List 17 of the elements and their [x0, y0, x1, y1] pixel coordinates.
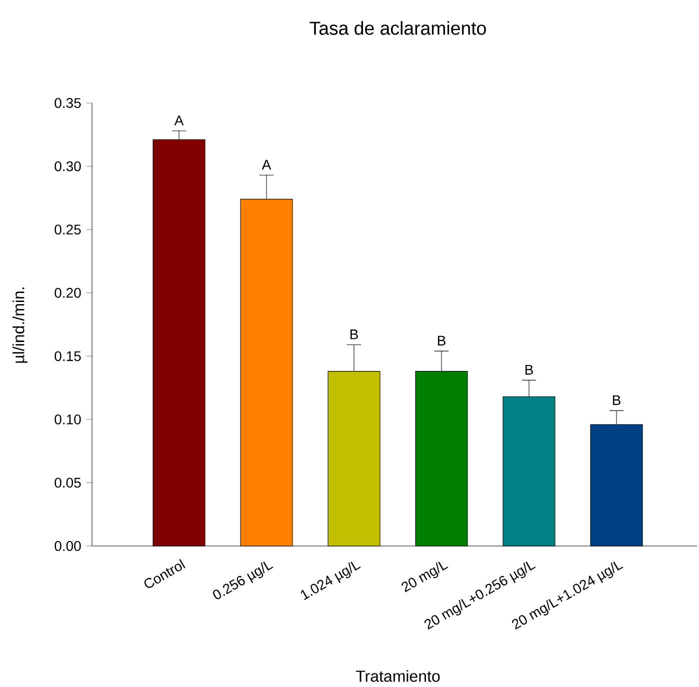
y-tick-label: 0.10 — [54, 414, 81, 425]
y-tick-label: 0.15 — [54, 351, 81, 362]
annotation: B — [612, 396, 620, 406]
y-tick-label: 0.00 — [54, 541, 81, 552]
annotation: B — [350, 330, 358, 340]
y-tick-label: 0.25 — [54, 224, 81, 235]
annotation: B — [525, 365, 533, 375]
chart-title: Tasa de aclaramiento — [310, 21, 486, 36]
y-tick-label: 0.35 — [54, 98, 81, 108]
x-axis-title: Tratamiento — [356, 670, 440, 682]
annotation: B — [438, 336, 446, 346]
annotation: A — [262, 160, 272, 170]
annotation: A — [174, 116, 184, 126]
y-tick-label: 0.05 — [54, 478, 81, 488]
y-tick-label: 0.30 — [54, 162, 81, 172]
y-tick-label: 0.20 — [54, 288, 81, 298]
y-axis-title: µl/ind./min. — [12, 288, 28, 363]
